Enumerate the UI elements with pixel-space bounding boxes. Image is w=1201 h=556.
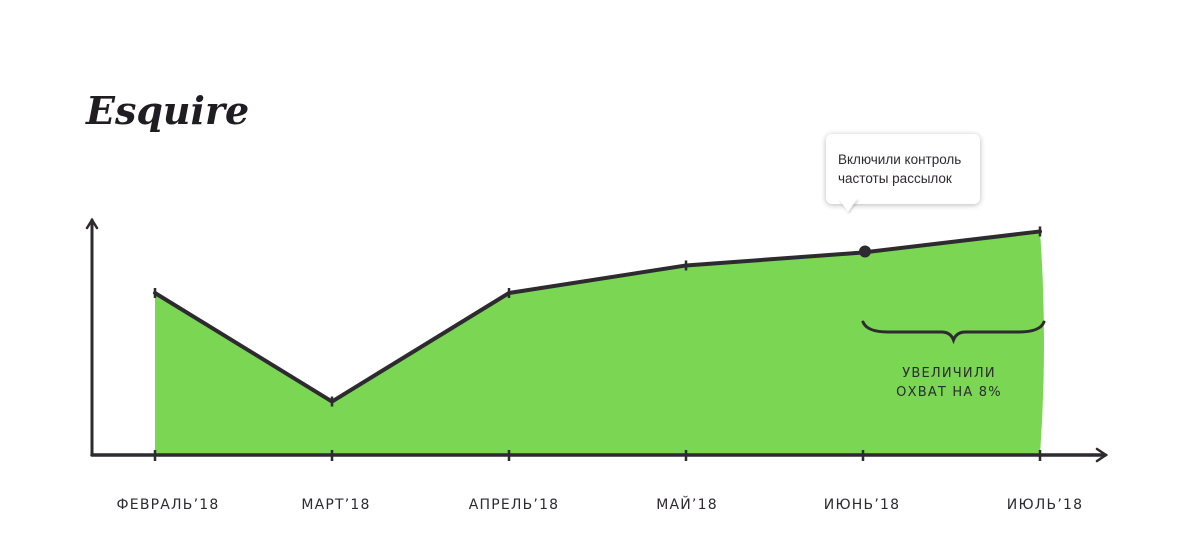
x-tick-label: ИЮНЬ’18 [824,497,900,513]
x-axis-arrow-icon [1095,447,1109,463]
x-tick-label: ИЮЛЬ’18 [1007,497,1083,513]
x-tick-label: АПРЕЛЬ’18 [469,497,560,513]
x-tick-label: ФЕВРАЛЬ’18 [117,497,220,513]
x-axis-ticks [153,450,1042,461]
logo-wordmark: Esquire [85,88,249,133]
callout-line-1: Включили контроль [838,152,962,167]
callout-text: Включили контроль частоты рассылок [838,150,978,188]
reach-note: УВЕЛИЧИЛИ ОХВАТ НА 8% [870,364,1028,402]
area-fill [155,231,1044,455]
x-tick-label: МАЙ’18 [656,495,718,513]
curly-brace-icon [861,320,1046,345]
x-axis-labels: ФЕВРАЛЬ’18 МАРТ’18 АПРЕЛЬ’18 МАЙ’18 ИЮНЬ’18 И… [117,495,1083,513]
reach-note-line-1: УВЕЛИЧИЛИ [902,366,996,381]
callout-bubble: Включили контроль частоты рассылок [826,134,980,204]
callout-tail [838,198,858,212]
callout-line-2: частоты рассылок [838,171,952,186]
highlighted-point [859,245,871,258]
x-tick-label: МАРТ’18 [301,497,370,513]
esquire-logo: Esquire [85,88,249,133]
series-line [153,229,1042,404]
y-axis-arrow-icon [85,217,99,230]
reach-note-line-2: ОХВАТ НА 8% [896,385,1002,400]
